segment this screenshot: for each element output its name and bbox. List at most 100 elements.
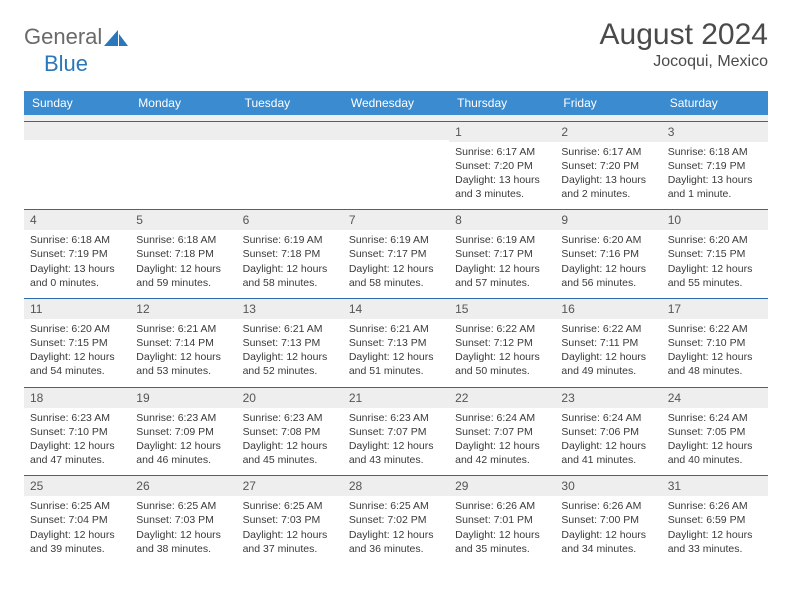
calendar-day-cell: 26Sunrise: 6:25 AMSunset: 7:03 PMDayligh… bbox=[130, 476, 236, 564]
day-details: Sunrise: 6:22 AMSunset: 7:12 PMDaylight:… bbox=[449, 319, 555, 387]
day-number: 26 bbox=[130, 476, 236, 496]
calendar-day-cell: 23Sunrise: 6:24 AMSunset: 7:06 PMDayligh… bbox=[555, 387, 661, 476]
daylight-text: Daylight: 12 hours and 41 minutes. bbox=[561, 439, 655, 467]
day-number: 28 bbox=[343, 476, 449, 496]
sunset-text: Sunset: 7:02 PM bbox=[349, 513, 443, 527]
sunset-text: Sunset: 7:01 PM bbox=[455, 513, 549, 527]
sunset-text: Sunset: 7:08 PM bbox=[243, 425, 337, 439]
daylight-text: Daylight: 12 hours and 39 minutes. bbox=[30, 528, 124, 556]
day-number: 24 bbox=[662, 388, 768, 408]
calendar-week-row: 1Sunrise: 6:17 AMSunset: 7:20 PMDaylight… bbox=[24, 121, 768, 210]
day-number bbox=[237, 122, 343, 140]
calendar-day-cell: 13Sunrise: 6:21 AMSunset: 7:13 PMDayligh… bbox=[237, 298, 343, 387]
day-number: 18 bbox=[24, 388, 130, 408]
sunset-text: Sunset: 7:17 PM bbox=[455, 247, 549, 261]
daylight-text: Daylight: 12 hours and 34 minutes. bbox=[561, 528, 655, 556]
daylight-text: Daylight: 12 hours and 33 minutes. bbox=[668, 528, 762, 556]
day-number: 22 bbox=[449, 388, 555, 408]
calendar-header-row: Sunday Monday Tuesday Wednesday Thursday… bbox=[24, 91, 768, 115]
col-friday: Friday bbox=[555, 91, 661, 115]
sunset-text: Sunset: 6:59 PM bbox=[668, 513, 762, 527]
day-number: 27 bbox=[237, 476, 343, 496]
day-details: Sunrise: 6:18 AMSunset: 7:19 PMDaylight:… bbox=[24, 230, 130, 298]
calendar-day-cell: 14Sunrise: 6:21 AMSunset: 7:13 PMDayligh… bbox=[343, 298, 449, 387]
daylight-text: Daylight: 12 hours and 58 minutes. bbox=[243, 262, 337, 290]
sunrise-text: Sunrise: 6:21 AM bbox=[136, 322, 230, 336]
daylight-text: Daylight: 12 hours and 59 minutes. bbox=[136, 262, 230, 290]
daylight-text: Daylight: 12 hours and 48 minutes. bbox=[668, 350, 762, 378]
sunset-text: Sunset: 7:15 PM bbox=[30, 336, 124, 350]
sunrise-text: Sunrise: 6:23 AM bbox=[136, 411, 230, 425]
sunset-text: Sunset: 7:19 PM bbox=[668, 159, 762, 173]
col-monday: Monday bbox=[130, 91, 236, 115]
calendar-day-cell: 16Sunrise: 6:22 AMSunset: 7:11 PMDayligh… bbox=[555, 298, 661, 387]
day-details: Sunrise: 6:26 AMSunset: 6:59 PMDaylight:… bbox=[662, 496, 768, 564]
sunrise-text: Sunrise: 6:17 AM bbox=[561, 145, 655, 159]
calendar-day-cell: 4Sunrise: 6:18 AMSunset: 7:19 PMDaylight… bbox=[24, 210, 130, 299]
calendar-day-cell: 27Sunrise: 6:25 AMSunset: 7:03 PMDayligh… bbox=[237, 476, 343, 564]
sunset-text: Sunset: 7:05 PM bbox=[668, 425, 762, 439]
daylight-text: Daylight: 12 hours and 55 minutes. bbox=[668, 262, 762, 290]
day-number: 8 bbox=[449, 210, 555, 230]
calendar-day-cell: 5Sunrise: 6:18 AMSunset: 7:18 PMDaylight… bbox=[130, 210, 236, 299]
sunrise-text: Sunrise: 6:22 AM bbox=[561, 322, 655, 336]
sunrise-text: Sunrise: 6:20 AM bbox=[668, 233, 762, 247]
daylight-text: Daylight: 13 hours and 0 minutes. bbox=[30, 262, 124, 290]
day-number: 9 bbox=[555, 210, 661, 230]
day-details: Sunrise: 6:22 AMSunset: 7:11 PMDaylight:… bbox=[555, 319, 661, 387]
sunset-text: Sunset: 7:06 PM bbox=[561, 425, 655, 439]
calendar-day-cell: 15Sunrise: 6:22 AMSunset: 7:12 PMDayligh… bbox=[449, 298, 555, 387]
daylight-text: Daylight: 12 hours and 46 minutes. bbox=[136, 439, 230, 467]
sunrise-text: Sunrise: 6:18 AM bbox=[668, 145, 762, 159]
sunset-text: Sunset: 7:14 PM bbox=[136, 336, 230, 350]
day-number: 25 bbox=[24, 476, 130, 496]
day-details: Sunrise: 6:26 AMSunset: 7:01 PMDaylight:… bbox=[449, 496, 555, 564]
day-number: 1 bbox=[449, 122, 555, 142]
month-title: August 2024 bbox=[600, 18, 768, 51]
sunset-text: Sunset: 7:20 PM bbox=[561, 159, 655, 173]
daylight-text: Daylight: 12 hours and 56 minutes. bbox=[561, 262, 655, 290]
sunrise-text: Sunrise: 6:23 AM bbox=[349, 411, 443, 425]
day-details: Sunrise: 6:20 AMSunset: 7:15 PMDaylight:… bbox=[662, 230, 768, 298]
calendar-day-cell bbox=[24, 121, 130, 210]
day-details: Sunrise: 6:21 AMSunset: 7:13 PMDaylight:… bbox=[237, 319, 343, 387]
day-details: Sunrise: 6:19 AMSunset: 7:17 PMDaylight:… bbox=[343, 230, 449, 298]
calendar-day-cell: 2Sunrise: 6:17 AMSunset: 7:20 PMDaylight… bbox=[555, 121, 661, 210]
calendar-day-cell: 20Sunrise: 6:23 AMSunset: 7:08 PMDayligh… bbox=[237, 387, 343, 476]
day-number: 20 bbox=[237, 388, 343, 408]
day-number: 31 bbox=[662, 476, 768, 496]
day-number: 6 bbox=[237, 210, 343, 230]
daylight-text: Daylight: 13 hours and 1 minute. bbox=[668, 173, 762, 201]
day-number: 11 bbox=[24, 299, 130, 319]
logo-word-general: General bbox=[24, 24, 102, 50]
sunrise-text: Sunrise: 6:26 AM bbox=[561, 499, 655, 513]
daylight-text: Daylight: 12 hours and 53 minutes. bbox=[136, 350, 230, 378]
day-number bbox=[24, 122, 130, 140]
sunset-text: Sunset: 7:17 PM bbox=[349, 247, 443, 261]
sunrise-text: Sunrise: 6:19 AM bbox=[243, 233, 337, 247]
calendar-day-cell: 29Sunrise: 6:26 AMSunset: 7:01 PMDayligh… bbox=[449, 476, 555, 564]
logo-sail-icon bbox=[104, 28, 128, 46]
sunset-text: Sunset: 7:13 PM bbox=[243, 336, 337, 350]
calendar-day-cell: 19Sunrise: 6:23 AMSunset: 7:09 PMDayligh… bbox=[130, 387, 236, 476]
sunrise-text: Sunrise: 6:18 AM bbox=[136, 233, 230, 247]
daylight-text: Daylight: 12 hours and 51 minutes. bbox=[349, 350, 443, 378]
day-number: 21 bbox=[343, 388, 449, 408]
sunset-text: Sunset: 7:10 PM bbox=[30, 425, 124, 439]
sunset-text: Sunset: 7:07 PM bbox=[455, 425, 549, 439]
daylight-text: Daylight: 12 hours and 47 minutes. bbox=[30, 439, 124, 467]
sunset-text: Sunset: 7:12 PM bbox=[455, 336, 549, 350]
sunrise-text: Sunrise: 6:23 AM bbox=[30, 411, 124, 425]
daylight-text: Daylight: 12 hours and 54 minutes. bbox=[30, 350, 124, 378]
sunrise-text: Sunrise: 6:26 AM bbox=[455, 499, 549, 513]
day-details bbox=[24, 140, 130, 200]
daylight-text: Daylight: 12 hours and 52 minutes. bbox=[243, 350, 337, 378]
calendar-day-cell: 30Sunrise: 6:26 AMSunset: 7:00 PMDayligh… bbox=[555, 476, 661, 564]
calendar-day-cell: 1Sunrise: 6:17 AMSunset: 7:20 PMDaylight… bbox=[449, 121, 555, 210]
calendar-day-cell: 24Sunrise: 6:24 AMSunset: 7:05 PMDayligh… bbox=[662, 387, 768, 476]
day-details: Sunrise: 6:23 AMSunset: 7:07 PMDaylight:… bbox=[343, 408, 449, 476]
title-block: August 2024 Jocoqui, Mexico bbox=[600, 18, 768, 71]
sunrise-text: Sunrise: 6:17 AM bbox=[455, 145, 549, 159]
day-number: 23 bbox=[555, 388, 661, 408]
sunset-text: Sunset: 7:13 PM bbox=[349, 336, 443, 350]
